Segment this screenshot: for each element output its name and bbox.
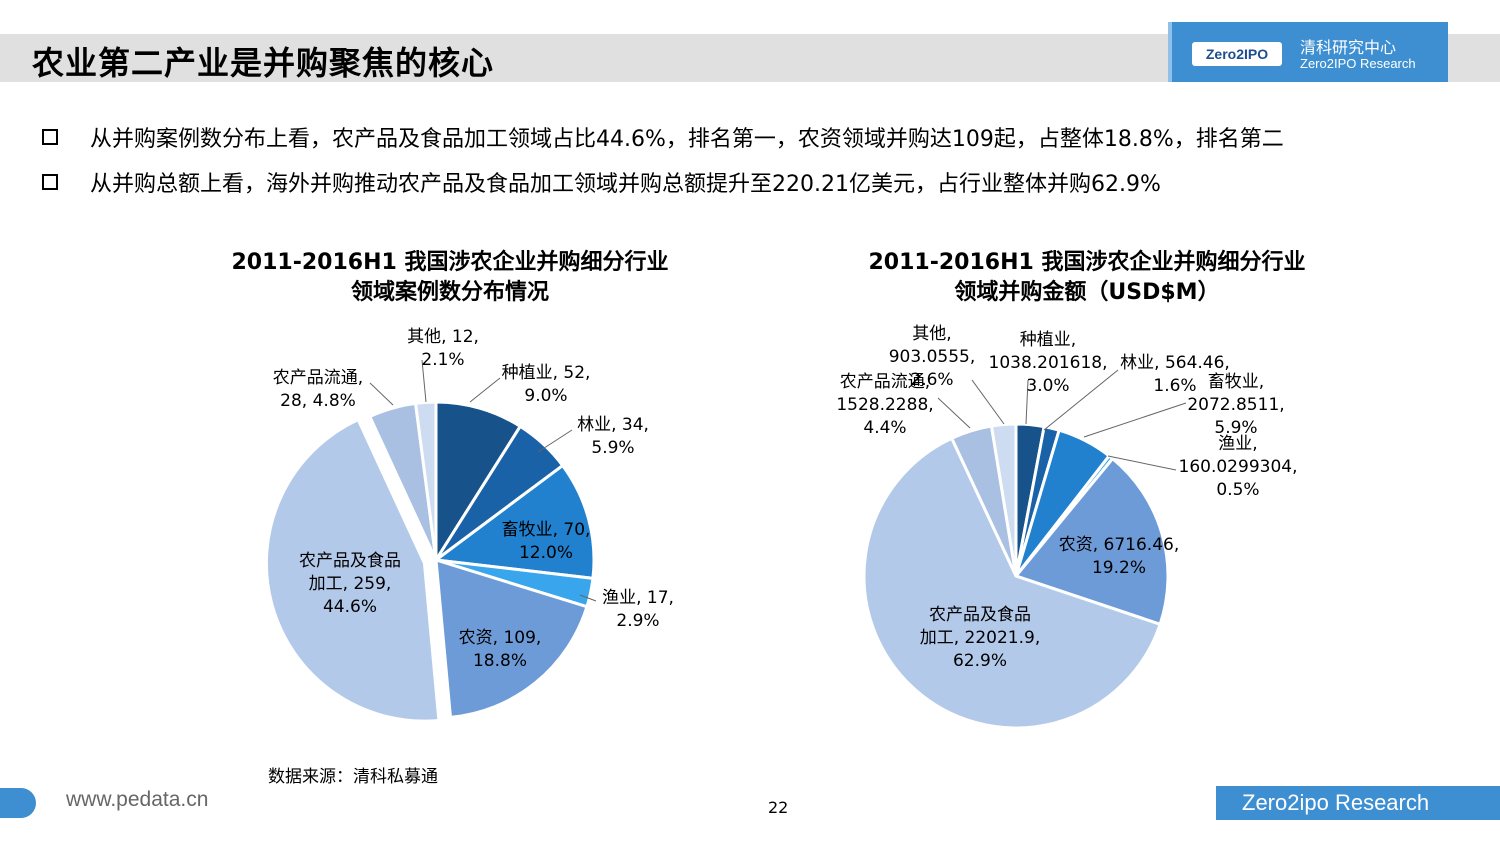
- pie-slice-1-5: [264, 417, 441, 723]
- slice-label-1-6: 农产品流通, 28, 4.8%: [273, 368, 363, 411]
- leader-line-2-6: [937, 397, 971, 429]
- slice-label-2-4: 农资, 6716.46, 19.2%: [1059, 535, 1180, 578]
- leader-line-1-1: [537, 429, 573, 453]
- pie-slice-1-7: [413, 400, 438, 561]
- pie-2: 种植业, 1038.201618, 3.0% 林业, 564.46, 1.6% 畜牧业, 2…: [836, 324, 1298, 730]
- leader-line-1-0: [469, 377, 501, 403]
- footer-tab: [0, 788, 36, 818]
- pie-slice-2-4: [1013, 456, 1170, 627]
- slice-label-1-2: 畜牧业, 70, 12.0%: [502, 520, 591, 563]
- slice-label-2-2: 畜牧业, 2072.8511, 5.9%: [1187, 372, 1284, 438]
- slice-label-2-3: 渔业, 160.0299304, 0.5%: [1179, 434, 1298, 500]
- slice-label-1-1: 林业, 34, 5.9%: [577, 415, 649, 458]
- slide-title: 农业第二产业是并购聚焦的核心: [32, 44, 495, 82]
- slice-label-1-3: 渔业, 17, 2.9%: [602, 588, 674, 631]
- bullet-text: 从并购案例数分布上看，农产品及食品加工领域占比44.6%，排名第一，农资领域并购…: [90, 127, 1284, 152]
- chart-2-title: 2011-2016H1 我国涉农企业并购细分行业 领域并购金额（USD$M）: [787, 248, 1387, 308]
- leader-line-1-6: [369, 382, 394, 406]
- zero2ipo-logo: Zero2IPO: [1192, 42, 1282, 66]
- data-source: 数据来源：清科私募通: [268, 767, 438, 787]
- logo-cn: 清科研究中心: [1300, 38, 1397, 57]
- pie-slice-2-7: [989, 422, 1018, 577]
- slice-label-2-1: 林业, 564.46, 1.6%: [1120, 353, 1230, 396]
- bullet-square-icon: [42, 174, 58, 190]
- slice-label-2-7: 其他, 903.0555, 2.6%: [889, 324, 976, 390]
- pie-slice-1-4: [434, 557, 589, 719]
- slice-label-1-5: 农产品及食品加工, 259, 44.6%: [299, 551, 401, 617]
- chart-1-title-line1: 2011-2016H1 我国涉农企业并购细分行业: [231, 250, 669, 275]
- pie-slice-1-2: [432, 463, 596, 580]
- chart-2-title-line2: 领域并购金额（USD$M）: [954, 280, 1220, 305]
- leader-line-2-3: [1107, 455, 1177, 471]
- slice-label-1-7: 其他, 12, 2.1%: [407, 327, 479, 370]
- logo-en: Zero2IPO Research: [1300, 56, 1416, 71]
- footer-url[interactable]: www.pedata.cn: [66, 788, 209, 811]
- page-number: 22: [768, 798, 789, 817]
- leader-line-2-1: [1043, 369, 1119, 431]
- slice-label-2-6: 农产品流通, 1528.2288, 4.4%: [836, 372, 933, 438]
- pie-1: 种植业, 52, 9.0% 林业, 34, 5.9% 畜牧业, 70, 12.0% 渔业, …: [264, 327, 674, 723]
- footer-brand: Zero2ipo Research: [1216, 786, 1500, 820]
- bullet-text: 从并购总额上看，海外并购推动农产品及食品加工领域并购总额提升至220.21亿美元…: [90, 172, 1161, 197]
- slice-label-2-0: 种植业, 1038.201618, 3.0%: [989, 330, 1108, 396]
- leader-line-1-7: [421, 359, 427, 403]
- pie-slice-1-0: [434, 400, 523, 566]
- leader-line-1-3: [579, 594, 597, 602]
- bullet-square-icon: [42, 129, 58, 145]
- leader-line-2-7: [971, 379, 1005, 425]
- slice-label-1-0: 种植业, 52, 9.0%: [502, 363, 591, 406]
- leader-line-2-0: [1025, 379, 1029, 425]
- chart-1-title-line2: 领域案例数分布情况: [350, 280, 549, 305]
- chart-1-title: 2011-2016H1 我国涉农企业并购细分行业 领域案例数分布情况: [150, 248, 750, 308]
- pie-slice-2-5: [862, 436, 1163, 730]
- slice-label-2-5: 农产品及食品加工, 22021.9, 62.9%: [920, 605, 1041, 671]
- slice-label-1-4: 农资, 109, 18.8%: [459, 628, 542, 671]
- chart-2-title-line1: 2011-2016H1 我国涉农企业并购细分行业: [868, 250, 1306, 275]
- logo-box: Zero2IPO 清科研究中心 Zero2IPO Research: [1172, 22, 1448, 82]
- leader-line-2-2: [1083, 402, 1187, 438]
